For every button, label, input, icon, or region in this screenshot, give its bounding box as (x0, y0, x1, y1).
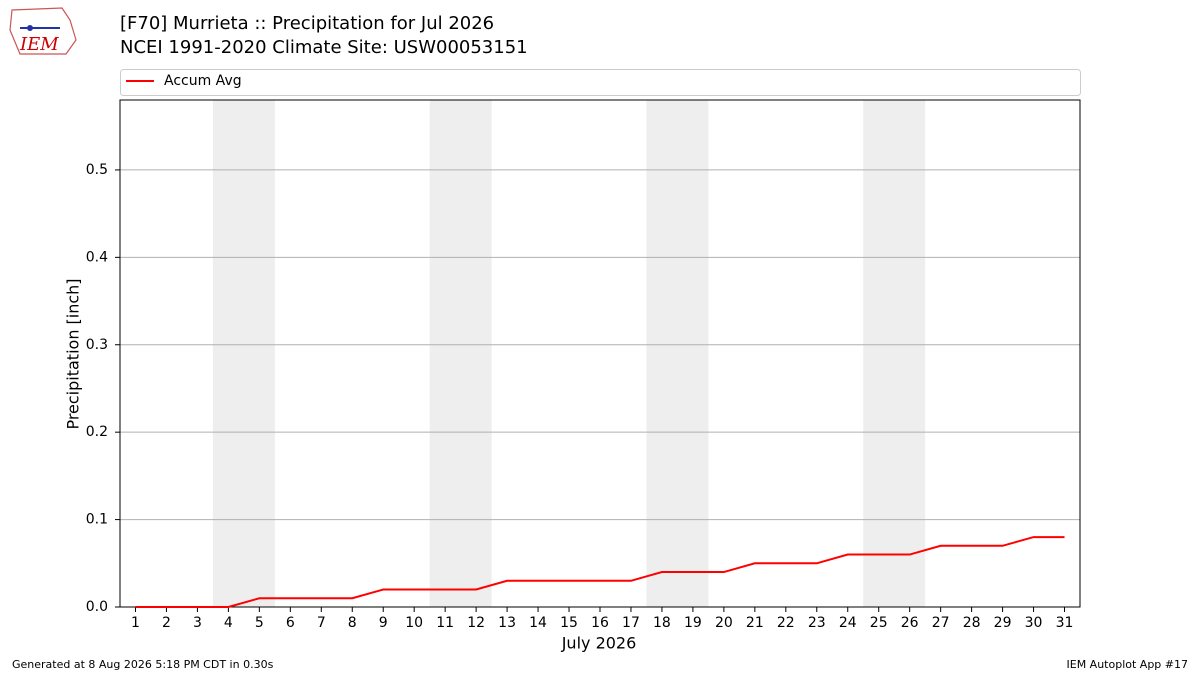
x-tick-label: 7 (317, 615, 326, 631)
series-line (135, 536, 1065, 608)
x-tick-label: 6 (286, 615, 295, 631)
x-tick-label: 29 (994, 615, 1012, 631)
y-tick-label: 0.1 (86, 512, 108, 528)
x-tick-label: 3 (193, 615, 202, 631)
chart-subtitle: NCEI 1991-2020 Climate Site: USW00053151 (120, 37, 528, 58)
x-tick-label: 8 (348, 615, 357, 631)
y-tick-label: 0.3 (86, 337, 108, 353)
x-axis-label: July 2026 (561, 634, 637, 653)
plot-frame (119, 99, 1081, 608)
x-tick-label: 9 (379, 615, 388, 631)
x-tick-label: 23 (808, 615, 826, 631)
weekend-shade (429, 100, 492, 607)
y-tick-label: 0.4 (86, 249, 108, 265)
x-tick-label: 18 (653, 615, 671, 631)
x-tick-label: 22 (777, 615, 795, 631)
logo: IEM (9, 7, 77, 55)
logo-outline (9, 7, 77, 55)
x-tick-label: 17 (622, 615, 640, 631)
y-tick-label: 0.2 (86, 424, 108, 440)
x-tick-label: 30 (1025, 615, 1043, 631)
x-tick-label: 28 (963, 615, 981, 631)
x-tick-label: 12 (467, 615, 485, 631)
x-tick-label: 11 (436, 615, 454, 631)
weekend-shade (212, 100, 275, 607)
x-tick-label: 5 (255, 615, 264, 631)
x-tick-label: 26 (901, 615, 919, 631)
weekend-shade (646, 100, 709, 607)
x-tick-label: 15 (560, 615, 578, 631)
x-tick-label: 25 (870, 615, 888, 631)
y-tick-label: 0.5 (86, 162, 108, 178)
x-tick-label: 14 (529, 615, 547, 631)
logo-dot (27, 25, 33, 31)
x-tick-label: 1 (131, 615, 140, 631)
x-tick-label: 21 (746, 615, 764, 631)
x-tick-label: 4 (224, 615, 233, 631)
x-tick-label: 16 (591, 615, 609, 631)
x-tick-label: 10 (405, 615, 423, 631)
logo-text: IEM (19, 34, 59, 55)
y-tick-label: 0.0 (86, 599, 108, 615)
y-axis-label: Precipitation [inch] (64, 278, 83, 429)
weekend-shade (863, 100, 926, 607)
x-tick-label: 13 (498, 615, 516, 631)
x-tick-label: 27 (932, 615, 950, 631)
footer-right: IEM Autoplot App #17 (1067, 658, 1189, 671)
footer-left: Generated at 8 Aug 2026 5:18 PM CDT in 0… (12, 658, 274, 671)
x-tick-label: 24 (839, 615, 857, 631)
x-tick-label: 31 (1056, 615, 1074, 631)
x-tick-label: 19 (684, 615, 702, 631)
chart-title: [F70] Murrieta :: Precipitation for Jul … (120, 13, 494, 34)
legend-box (120, 69, 1081, 96)
x-tick-label: 2 (162, 615, 171, 631)
legend-label: Accum Avg (164, 73, 242, 89)
x-tick-label: 20 (715, 615, 733, 631)
